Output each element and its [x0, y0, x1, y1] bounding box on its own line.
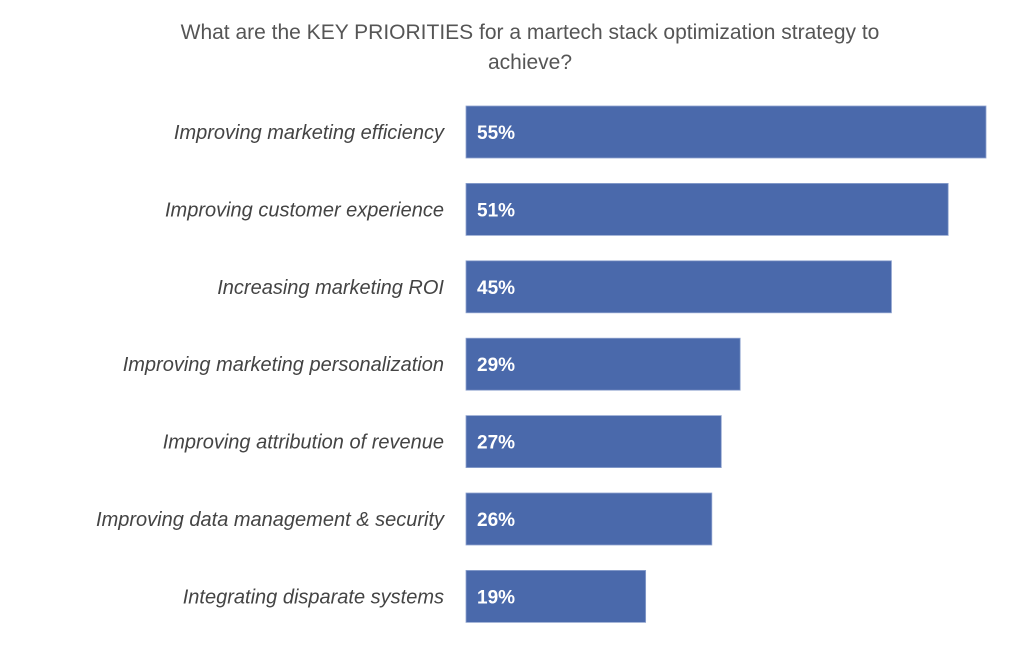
- category-label: Improving marketing personalization: [123, 354, 444, 376]
- bar: [465, 570, 647, 623]
- category-label: Integrating disparate systems: [183, 586, 444, 608]
- data-label: 19%: [477, 587, 515, 608]
- data-label: 51%: [477, 200, 515, 221]
- bar: [465, 105, 987, 159]
- category-label: Improving data management & security: [96, 509, 445, 531]
- data-label: 45%: [477, 278, 515, 299]
- category-label: Improving customer experience: [165, 199, 444, 221]
- category-label: Improving marketing efficiency: [174, 122, 445, 144]
- bar: [465, 492, 713, 546]
- chart-title: What are the KEY PRIORITIES for a martec…: [180, 21, 880, 74]
- category-label: Improving attribution of revenue: [163, 432, 444, 454]
- bar: [465, 337, 741, 391]
- bar: [465, 182, 949, 236]
- data-label: 27%: [477, 433, 515, 454]
- data-label: 55%: [477, 123, 515, 144]
- data-label: 26%: [477, 510, 515, 531]
- category-label: Increasing marketing ROI: [217, 277, 444, 299]
- data-label: 29%: [477, 355, 515, 376]
- bar: [465, 260, 892, 314]
- bar: [465, 415, 722, 469]
